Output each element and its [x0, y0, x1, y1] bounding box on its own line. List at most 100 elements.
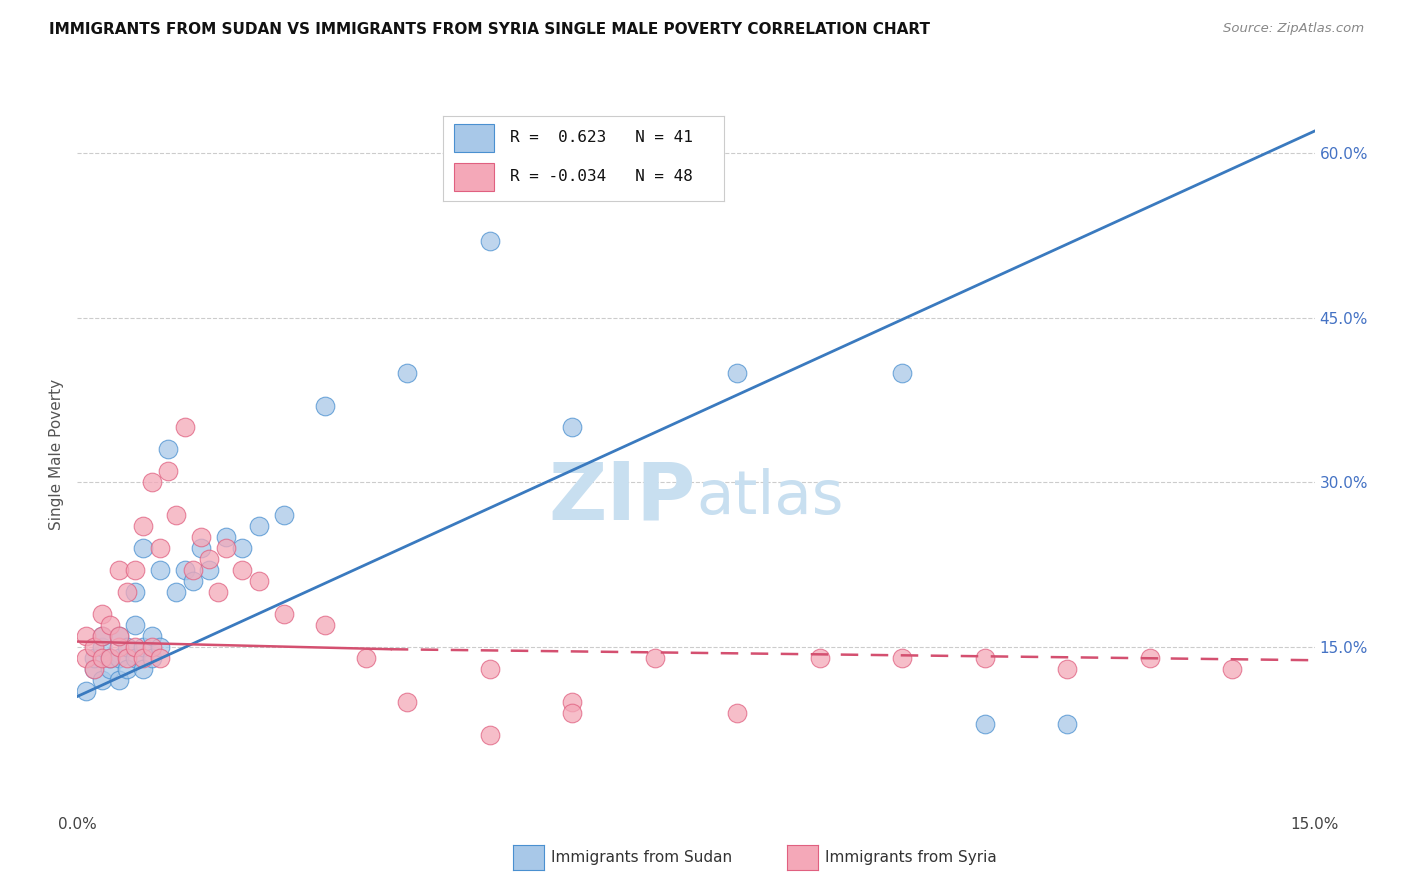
Point: [149, 640, 172, 654]
Point: [115, 640, 138, 654]
Point: [115, 662, 138, 676]
Point: [561, 695, 583, 709]
Point: [149, 563, 172, 577]
Point: [149, 541, 172, 556]
Point: [83, 651, 105, 665]
Point: [314, 399, 336, 413]
Point: [644, 651, 666, 665]
Text: Source: ZipAtlas.com: Source: ZipAtlas.com: [1223, 22, 1364, 36]
Point: [173, 420, 195, 434]
Point: [83, 662, 105, 676]
Point: [725, 366, 748, 380]
Point: [132, 541, 155, 556]
Point: [124, 618, 146, 632]
Point: [98, 651, 121, 665]
Point: [215, 541, 238, 556]
Text: Immigrants from Sudan: Immigrants from Sudan: [551, 850, 733, 864]
Point: [91, 673, 114, 687]
Point: [83, 640, 105, 654]
Point: [231, 563, 253, 577]
Point: [561, 706, 583, 720]
Point: [91, 651, 114, 665]
Point: [973, 717, 995, 731]
Bar: [454, 163, 494, 191]
Point: [1056, 662, 1078, 676]
Point: [198, 563, 221, 577]
Point: [808, 651, 831, 665]
Point: [132, 651, 155, 665]
Text: atlas: atlas: [696, 468, 844, 527]
Point: [1139, 651, 1161, 665]
Point: [132, 640, 155, 654]
Bar: [454, 124, 494, 152]
Point: [247, 574, 270, 589]
Point: [141, 640, 163, 654]
Point: [973, 651, 995, 665]
Text: IMMIGRANTS FROM SUDAN VS IMMIGRANTS FROM SYRIA SINGLE MALE POVERTY CORRELATION C: IMMIGRANTS FROM SUDAN VS IMMIGRANTS FROM…: [49, 22, 931, 37]
Point: [891, 366, 914, 380]
Text: Immigrants from Syria: Immigrants from Syria: [825, 850, 997, 864]
Point: [107, 640, 129, 654]
Point: [75, 684, 97, 698]
Point: [165, 585, 187, 599]
Point: [149, 651, 172, 665]
Point: [198, 552, 221, 566]
Point: [1056, 717, 1078, 731]
Point: [91, 629, 114, 643]
Point: [354, 651, 377, 665]
Point: [75, 629, 97, 643]
Point: [725, 706, 748, 720]
Point: [141, 629, 163, 643]
Point: [561, 420, 583, 434]
Point: [173, 563, 195, 577]
Point: [207, 585, 229, 599]
Point: [124, 585, 146, 599]
Text: R =  0.623   N = 41: R = 0.623 N = 41: [510, 130, 693, 145]
Point: [98, 618, 121, 632]
Point: [124, 640, 146, 654]
Point: [891, 651, 914, 665]
Point: [98, 662, 121, 676]
Point: [181, 563, 204, 577]
Point: [107, 629, 129, 643]
Point: [91, 607, 114, 621]
Point: [107, 673, 129, 687]
Point: [115, 585, 138, 599]
Point: [181, 574, 204, 589]
Point: [165, 508, 187, 523]
Point: [107, 629, 129, 643]
Point: [107, 651, 129, 665]
Point: [190, 541, 212, 556]
Point: [478, 234, 501, 248]
Point: [273, 607, 295, 621]
Point: [107, 563, 129, 577]
Point: [75, 651, 97, 665]
Point: [157, 442, 180, 457]
Point: [314, 618, 336, 632]
Point: [396, 366, 419, 380]
Point: [115, 651, 138, 665]
Text: ZIP: ZIP: [548, 458, 696, 537]
Point: [478, 728, 501, 742]
Point: [247, 519, 270, 533]
Point: [124, 563, 146, 577]
Point: [132, 662, 155, 676]
Text: R = -0.034   N = 48: R = -0.034 N = 48: [510, 169, 693, 185]
Point: [83, 662, 105, 676]
Point: [141, 651, 163, 665]
Point: [157, 464, 180, 478]
Point: [98, 651, 121, 665]
Point: [91, 640, 114, 654]
Point: [231, 541, 253, 556]
Point: [141, 475, 163, 490]
Point: [124, 651, 146, 665]
Y-axis label: Single Male Poverty: Single Male Poverty: [49, 379, 65, 531]
Point: [91, 629, 114, 643]
Point: [215, 530, 238, 544]
Point: [273, 508, 295, 523]
Point: [1220, 662, 1243, 676]
Point: [132, 519, 155, 533]
Point: [478, 662, 501, 676]
Point: [396, 695, 419, 709]
Point: [190, 530, 212, 544]
